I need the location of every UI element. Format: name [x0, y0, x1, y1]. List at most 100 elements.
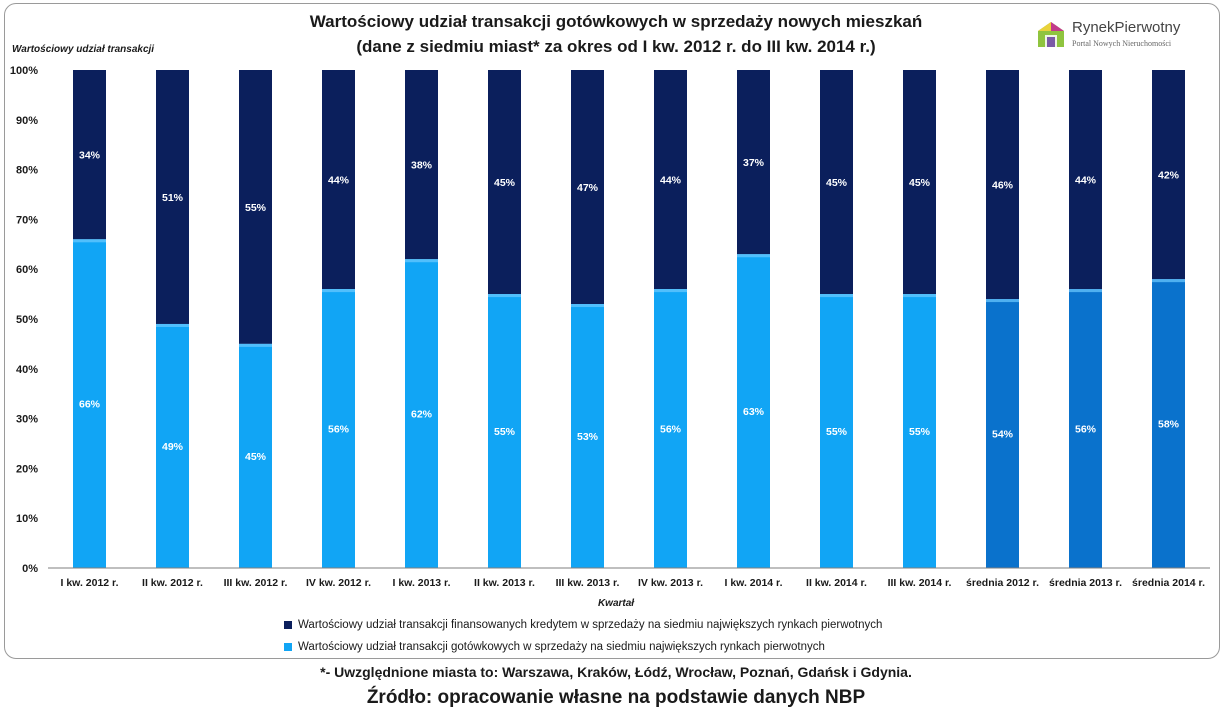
data-label-cash: 63% [743, 406, 765, 418]
legend: Wartościowy udział transakcji finansowan… [284, 614, 882, 658]
bar-credit [322, 70, 355, 290]
x-category-label: II kw. 2014 r. [806, 577, 867, 589]
bar-cash [571, 304, 604, 568]
data-label-cash: 58% [1158, 419, 1180, 431]
x-category-label: I kw. 2014 r. [725, 577, 783, 589]
data-label-credit: 55% [245, 202, 267, 214]
y-tick-label: 0% [22, 563, 38, 575]
data-label-credit: 45% [909, 177, 931, 189]
data-label-cash: 55% [826, 426, 848, 438]
bar-cash [654, 289, 687, 568]
y-tick-label: 40% [16, 364, 38, 376]
data-label-credit: 45% [494, 177, 516, 189]
logo-house-icon [1038, 22, 1064, 47]
x-category-label: średnia 2014 r. [1132, 577, 1205, 589]
y-tick-label: 50% [16, 314, 38, 326]
bar-cash [903, 294, 936, 568]
bar-cash-edge [820, 294, 853, 298]
bar-cash [405, 259, 438, 568]
x-category-label: średnia 2013 r. [1049, 577, 1122, 589]
logo: RynekPierwotny Portal Nowych Nieruchomoś… [1036, 18, 1196, 54]
source-note: Źródło: opracowanie własne na podstawie … [366, 687, 866, 708]
bar-cash [239, 343, 272, 568]
data-label-cash: 56% [660, 424, 682, 436]
data-label-credit: 47% [577, 182, 599, 194]
x-category-label: II kw. 2012 r. [142, 577, 203, 589]
bar-credit [820, 70, 853, 295]
bar-cash-edge [903, 294, 936, 298]
y-tick-label: 70% [16, 214, 38, 226]
bar-cash-edge [654, 289, 687, 293]
data-label-credit: 44% [660, 175, 682, 187]
x-axis-label: Kwartał [597, 598, 635, 609]
chart-subtitle: (dane z siedmiu miast* za okres od I kw.… [356, 37, 876, 56]
y-tick-label: 20% [16, 463, 38, 475]
bar-credit [488, 70, 521, 295]
bar-cash-edge [405, 259, 438, 263]
bar-cash-edge [571, 304, 604, 308]
bar-credit [239, 70, 272, 344]
data-label-cash: 55% [494, 426, 516, 438]
y-tick-label: 80% [16, 165, 38, 177]
data-label-cash: 66% [79, 399, 101, 411]
data-label-cash: 53% [577, 431, 599, 443]
data-label-cash: 55% [909, 426, 931, 438]
legend-item-cash: Wartościowy udział transakcji gotówkowyc… [284, 636, 882, 658]
x-category-label: IV kw. 2012 r. [306, 577, 371, 589]
x-category-label: I kw. 2013 r. [393, 577, 451, 589]
x-category-label: III kw. 2013 r. [556, 577, 620, 589]
legend-label-cash: Wartościowy udział transakcji gotówkowyc… [298, 641, 825, 653]
logo-name: RynekPierwotny [1072, 19, 1181, 36]
stacked-bar-chart: 0% 10% 20% 30% 40% 50% 60% 70% 80% 90% 100% 34% 66%… [10, 65, 1210, 589]
x-category-label: II kw. 2013 r. [474, 577, 535, 589]
bar-credit [405, 70, 438, 260]
data-label-credit: 45% [826, 177, 848, 189]
data-label-credit: 42% [1158, 170, 1180, 182]
x-category-label: IV kw. 2013 r. [638, 577, 703, 589]
bar-cash-edge [156, 323, 189, 327]
bar-cash-edge [322, 289, 355, 293]
bar-cash-edge [986, 299, 1019, 303]
bar-cash [322, 289, 355, 568]
data-label-cash: 54% [992, 429, 1014, 441]
data-label-credit: 44% [328, 175, 350, 187]
bar-cash [737, 254, 770, 568]
legend-item-credit: Wartościowy udział transakcji finansowan… [284, 614, 882, 636]
chart-title: Wartościowy udział transakcji gotówkowyc… [309, 12, 923, 31]
bar-cash [73, 239, 106, 568]
data-label-cash: 49% [162, 441, 184, 453]
data-label-cash: 56% [1075, 424, 1097, 436]
bar-cash-edge [239, 343, 272, 347]
bar-cash [156, 323, 189, 568]
footnote: *- Uwzględnione miasta to: Warszawa, Kra… [320, 664, 912, 680]
bar-credit [73, 70, 106, 240]
data-label-cash: 62% [411, 409, 433, 421]
data-label-credit: 44% [1075, 175, 1097, 187]
y-tick-label: 100% [10, 65, 38, 77]
y-tick-label: 10% [16, 513, 38, 525]
bar-cash-edge [73, 239, 106, 243]
bar-cash [986, 299, 1019, 568]
legend-swatch-cash [284, 643, 292, 651]
bar-cash-edge [1069, 289, 1102, 293]
data-label-credit: 51% [162, 192, 184, 204]
bar-credit [903, 70, 936, 295]
bar-credit [1069, 70, 1102, 290]
bar-credit [986, 70, 1019, 300]
data-label-credit: 46% [992, 180, 1014, 192]
bar-cash [1152, 279, 1185, 568]
bar-cash-edge [488, 294, 521, 298]
bar-credit [571, 70, 604, 305]
bar-cash [488, 294, 521, 568]
data-label-cash: 56% [328, 424, 350, 436]
legend-label-credit: Wartościowy udział transakcji finansowan… [298, 619, 883, 631]
bar-cash [1069, 289, 1102, 568]
bar-credit [737, 70, 770, 255]
data-label-credit: 34% [79, 150, 101, 162]
x-category-label: średnia 2012 r. [966, 577, 1039, 589]
x-category-label: III kw. 2012 r. [224, 577, 288, 589]
bar-credit [1152, 70, 1185, 280]
legend-swatch-credit [284, 621, 292, 629]
bar-cash-edge [1152, 279, 1185, 283]
x-category-label: III kw. 2014 r. [888, 577, 952, 589]
